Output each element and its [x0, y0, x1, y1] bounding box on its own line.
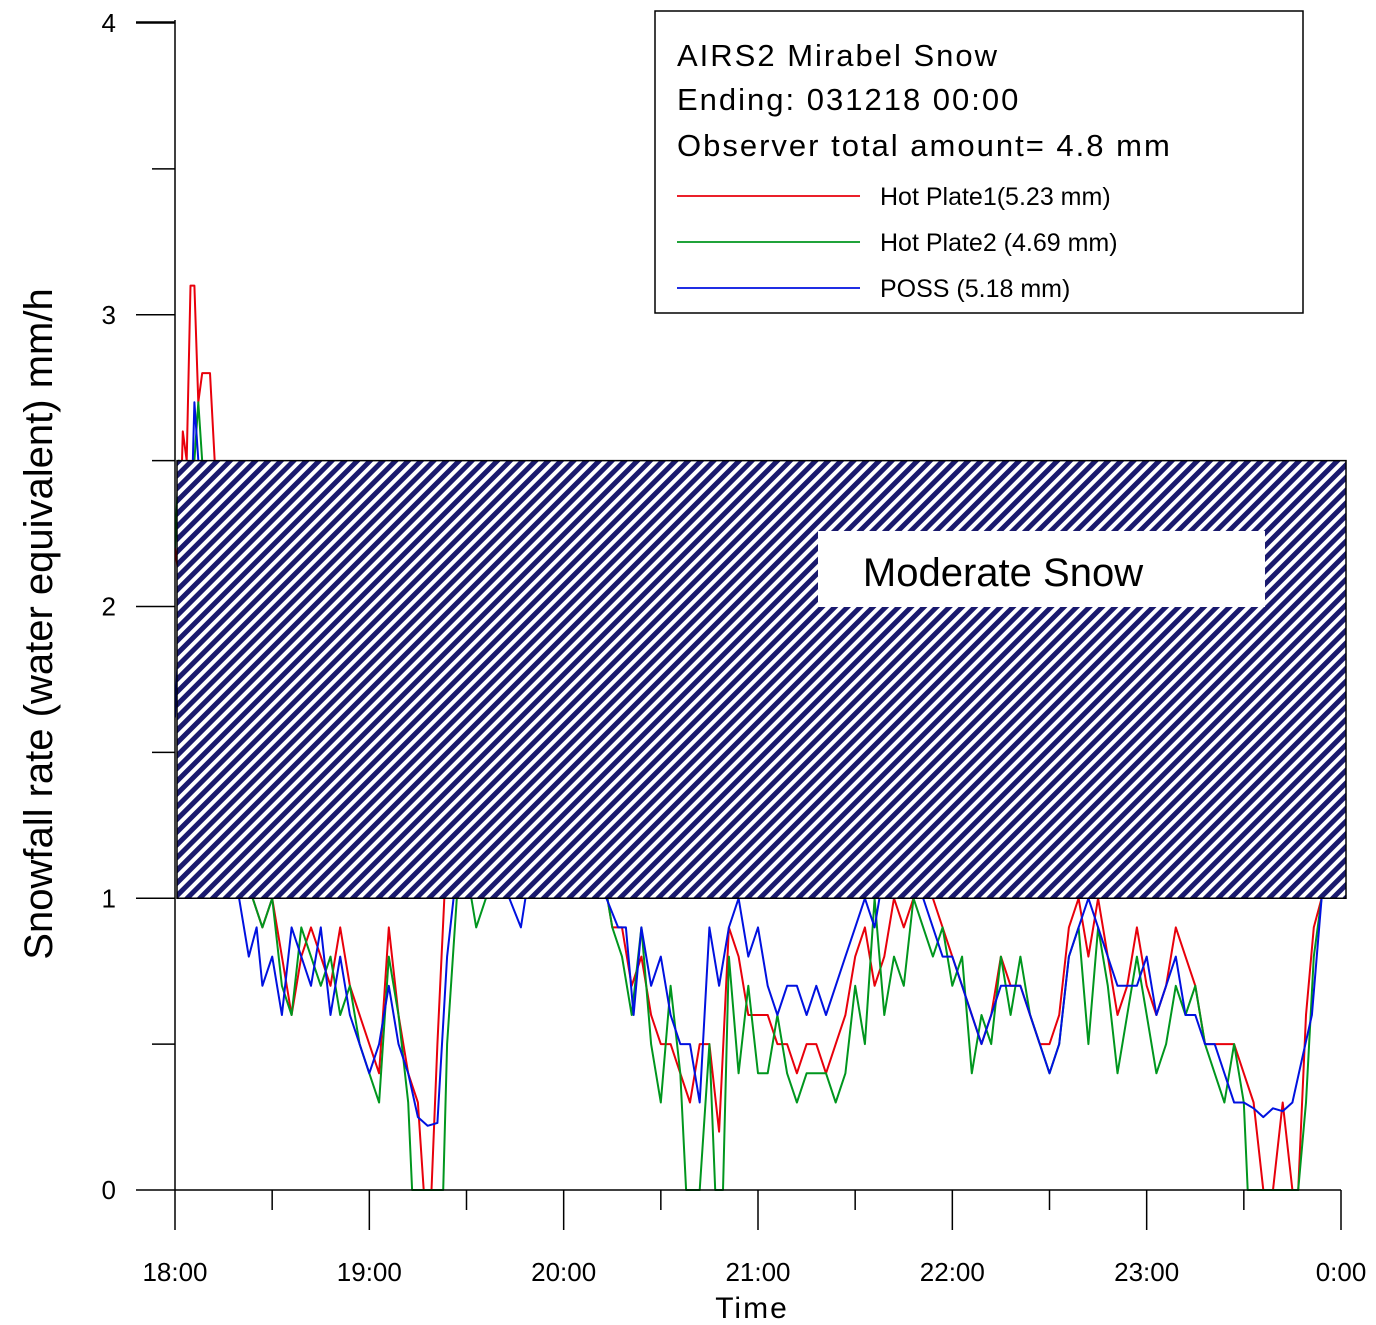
- legend-entry-label: Hot Plate1(5.23 mm): [880, 183, 1111, 211]
- x-tick-label: 20:00: [531, 1257, 596, 1287]
- axes-layer: 0 1 2 3 4 18:00 19:00 20:00 21:00 22:00 23:00 0:00: [102, 8, 1367, 1287]
- legend-title-line: Observer total amount= 4.8 mm: [677, 128, 1172, 163]
- x-tick-label: 21:00: [725, 1257, 790, 1287]
- series-layer: [175, 284, 1323, 1191]
- legend-entry-label: POSS (5.18 mm): [880, 275, 1070, 303]
- legend: AIRS2 Mirabel Snow Ending: 031218 00:00 …: [654, 10, 1304, 314]
- y-axis-title: Snowfall rate (water equivalent) mm/h: [17, 288, 61, 959]
- x-tick-label: 19:00: [337, 1257, 402, 1287]
- x-axis-title: Time: [715, 1292, 789, 1325]
- y-tick-label: 3: [102, 300, 116, 330]
- moderate-snow-label-box: [818, 531, 1265, 607]
- legend-title-line: Ending: 031218 00:00: [677, 82, 1020, 117]
- y-tick-label: 1: [102, 883, 116, 913]
- moderate-snow-label: Moderate Snow: [863, 551, 1143, 595]
- legend-title-line: AIRS2 Mirabel Snow: [677, 38, 999, 73]
- y-tick-label: 0: [102, 1175, 116, 1205]
- x-tick-label: 0:00: [1316, 1257, 1367, 1287]
- legend-entries: Hot Plate1(5.23 mm) Hot Plate2 (4.69 mm) P…: [677, 183, 1118, 303]
- moderate-snow-band: [176, 459, 1347, 899]
- x-tick-label: 23:00: [1114, 1257, 1179, 1287]
- series-line-2: [175, 401, 1323, 1191]
- series-line-3: [175, 401, 1323, 1127]
- x-tick-label: 22:00: [920, 1257, 985, 1287]
- legend-box: [654, 10, 1304, 314]
- series-line-1: [175, 284, 1323, 1191]
- x-tick-label: 18:00: [142, 1257, 207, 1287]
- y-tick-label: 4: [102, 8, 116, 38]
- legend-entry-label: Hot Plate2 (4.69 mm): [880, 229, 1118, 257]
- y-tick-label: 2: [102, 592, 116, 622]
